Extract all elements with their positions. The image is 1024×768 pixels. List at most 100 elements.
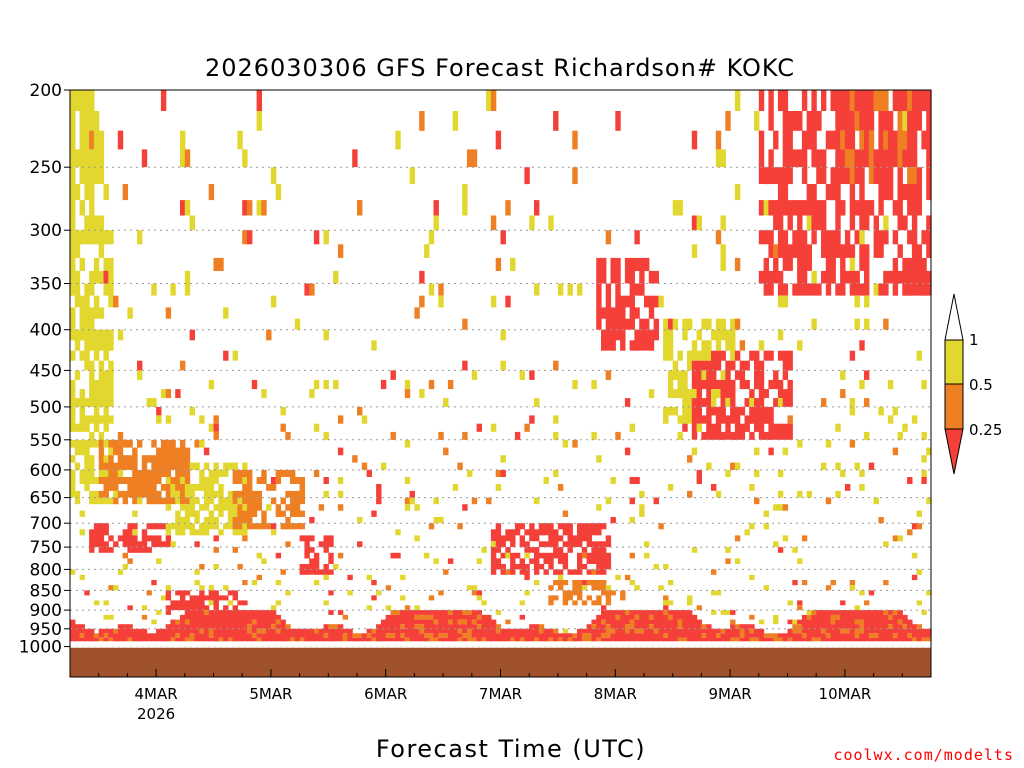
ri-cell xyxy=(773,167,779,185)
ri-cell xyxy=(524,167,530,185)
ri-cell xyxy=(490,90,497,111)
ri-cell xyxy=(251,619,258,625)
ri-cell xyxy=(586,633,592,642)
ri-cell xyxy=(385,585,392,591)
ri-cell xyxy=(385,633,392,638)
ri-cell xyxy=(194,580,200,586)
ri-cell xyxy=(280,619,286,642)
ri-cell xyxy=(658,295,664,308)
ri-cell xyxy=(825,439,832,448)
ri-cell xyxy=(180,360,186,371)
ri-cell xyxy=(323,379,329,390)
ri-cell xyxy=(175,633,181,638)
ri-cell xyxy=(773,370,779,390)
ri-cell xyxy=(251,637,258,642)
ri-cell xyxy=(749,389,755,399)
ri-cell xyxy=(538,523,545,536)
ri-cell xyxy=(433,610,439,620)
ri-cell xyxy=(744,415,750,432)
ri-cell xyxy=(926,215,932,258)
ri-cell xyxy=(108,329,114,351)
ri-cell xyxy=(208,379,215,390)
ri-cell xyxy=(242,510,248,524)
ri-cell xyxy=(591,431,597,440)
ri-cell xyxy=(691,398,698,440)
ri-cell xyxy=(433,215,439,231)
ri-cell xyxy=(165,415,172,424)
ri-cell xyxy=(897,535,903,542)
ri-cell xyxy=(892,535,899,542)
ri-cell xyxy=(495,558,502,570)
ri-cell xyxy=(859,149,865,231)
ri-cell xyxy=(122,439,128,448)
ri-cell xyxy=(395,552,401,559)
ri-cell xyxy=(787,637,793,642)
ri-cell xyxy=(534,398,540,407)
ri-cell xyxy=(237,504,243,530)
ri-cell xyxy=(878,610,884,642)
ri-cell xyxy=(553,628,559,634)
ri-cell xyxy=(562,510,569,517)
ri-cell xyxy=(170,600,176,611)
ri-cell xyxy=(663,637,669,642)
x-axis-label: Forecast Time (UTC) xyxy=(376,735,646,763)
ri-cell xyxy=(773,614,779,625)
ri-cell xyxy=(89,431,95,448)
ri-cell xyxy=(887,415,894,424)
ri-cell xyxy=(98,130,105,184)
ri-cell xyxy=(887,270,894,284)
ri-cell xyxy=(916,628,922,642)
ri-cell xyxy=(883,149,889,201)
ri-cell xyxy=(313,423,320,432)
ri-cell xyxy=(156,490,162,505)
ri-cell xyxy=(199,628,205,634)
ri-cell xyxy=(538,624,545,634)
ri-cell xyxy=(591,624,597,629)
ri-cell xyxy=(586,595,592,601)
ri-cell xyxy=(270,605,277,611)
y-tick-label: 650 xyxy=(30,489,62,509)
ri-cell xyxy=(490,619,497,642)
ri-cell xyxy=(337,504,344,511)
ri-cell xyxy=(218,469,224,477)
ri-cell xyxy=(854,230,860,245)
ri-cell xyxy=(285,628,291,642)
ri-cell xyxy=(500,329,506,341)
ri-cell xyxy=(711,389,717,407)
ri-cell xyxy=(232,462,238,470)
ri-cell xyxy=(476,558,482,564)
ri-cell xyxy=(266,329,272,341)
ri-cell xyxy=(840,244,846,296)
ri-cell xyxy=(156,406,162,416)
ri-cell xyxy=(347,574,353,581)
ri-cell xyxy=(596,637,602,642)
ri-cell xyxy=(634,230,640,245)
ri-cell xyxy=(849,580,856,586)
ri-cell xyxy=(261,510,267,530)
ri-cell xyxy=(438,590,444,596)
ri-cell xyxy=(768,149,774,184)
ri-cell xyxy=(232,517,238,530)
ri-cell xyxy=(543,552,549,564)
ri-cell xyxy=(773,244,779,258)
ri-cell xyxy=(701,633,707,638)
ri-cell xyxy=(270,167,277,185)
ri-cell xyxy=(505,628,511,642)
ri-cell xyxy=(529,415,535,424)
ri-cell xyxy=(156,628,162,642)
ri-cell xyxy=(486,614,492,642)
credit-watermark[interactable]: coolwx.com/modelts xyxy=(833,746,1014,764)
ri-cell xyxy=(610,610,616,629)
ri-cell xyxy=(639,633,645,642)
ri-cell xyxy=(562,439,569,448)
ri-cell xyxy=(428,595,435,601)
ri-cell xyxy=(773,257,779,284)
ri-cell xyxy=(165,307,172,319)
ri-cell xyxy=(835,490,841,498)
ri-cell xyxy=(256,200,262,216)
ri-cell xyxy=(849,270,856,296)
ri-cell xyxy=(859,619,865,634)
ri-cell xyxy=(754,398,760,432)
ri-cell xyxy=(883,318,889,330)
ri-cell xyxy=(691,547,698,553)
